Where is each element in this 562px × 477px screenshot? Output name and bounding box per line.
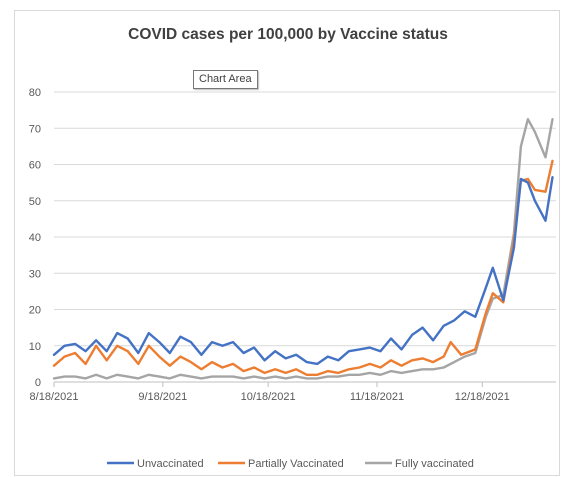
legend: Unvaccinated Partially Vaccinated Fully va… — [107, 458, 474, 470]
chart-area-tooltip: Chart Area — [193, 70, 258, 89]
series-lines — [52, 118, 554, 380]
legend-label-unvaccinated: Unvaccinated — [137, 458, 204, 470]
series-line-unvaccinated — [52, 176, 554, 366]
y-tick-label: 40 — [29, 232, 41, 244]
y-tick-label: 30 — [29, 268, 41, 280]
y-tick-label: 80 — [29, 87, 41, 99]
y-tick-label: 70 — [29, 123, 41, 135]
gridlines — [54, 91, 556, 383]
y-tick-label: 60 — [29, 160, 41, 172]
legend-label-partially-vaccinated: Partially Vaccinated — [248, 458, 344, 470]
legend-label-fully-vaccinated: Fully vaccinated — [395, 458, 474, 470]
series-line-partially-vaccinated — [52, 159, 554, 376]
y-tick-label: 50 — [29, 196, 41, 208]
y-tick-label: 10 — [29, 341, 41, 353]
y-axis-ticks: 0 10 20 30 40 50 60 70 80 — [29, 87, 41, 389]
x-tick-label: 10/18/2021 — [241, 391, 296, 403]
x-tick-label: 11/18/2021 — [350, 391, 404, 403]
chart-title: COVID cases per 100,000 by Vaccine statu… — [128, 26, 448, 43]
y-tick-label: 0 — [35, 377, 41, 389]
x-tick-label: 9/18/2021 — [138, 391, 187, 403]
y-tick-label: 20 — [29, 305, 41, 317]
x-tick-label: 12/18/2021 — [455, 391, 510, 403]
x-tick-label: 8/18/2021 — [30, 391, 79, 403]
x-axis-ticks: 8/18/2021 9/18/2021 10/18/2021 11/18/2021 12… — [30, 382, 510, 403]
chart-area[interactable] — [14, 10, 560, 476]
